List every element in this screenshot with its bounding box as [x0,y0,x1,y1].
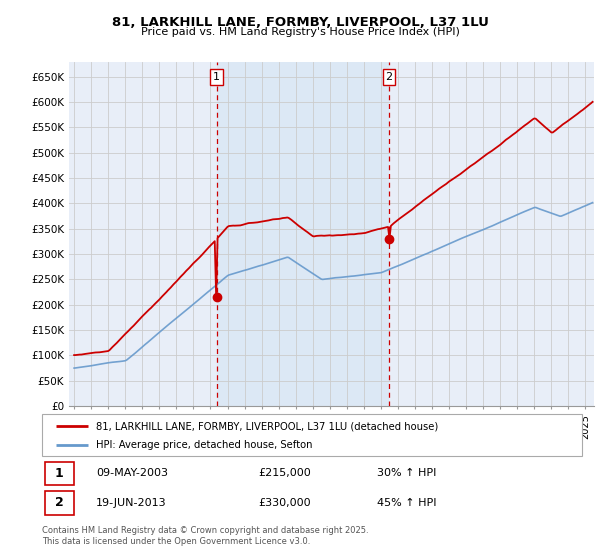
Text: £330,000: £330,000 [258,498,311,508]
FancyBboxPatch shape [45,492,74,515]
Text: 09-MAY-2003: 09-MAY-2003 [96,468,168,478]
Text: 2: 2 [385,72,392,82]
Text: 1: 1 [55,467,64,480]
Text: 45% ↑ HPI: 45% ↑ HPI [377,498,436,508]
Text: Price paid vs. HM Land Registry's House Price Index (HPI): Price paid vs. HM Land Registry's House … [140,27,460,37]
Text: 1: 1 [213,72,220,82]
Text: Contains HM Land Registry data © Crown copyright and database right 2025.
This d: Contains HM Land Registry data © Crown c… [42,526,368,546]
Text: HPI: Average price, detached house, Sefton: HPI: Average price, detached house, Seft… [96,441,313,450]
Text: 2: 2 [55,497,64,510]
Text: £215,000: £215,000 [258,468,311,478]
Text: 81, LARKHILL LANE, FORMBY, LIVERPOOL, L37 1LU: 81, LARKHILL LANE, FORMBY, LIVERPOOL, L3… [112,16,488,29]
FancyBboxPatch shape [45,462,74,485]
Text: 81, LARKHILL LANE, FORMBY, LIVERPOOL, L37 1LU (detached house): 81, LARKHILL LANE, FORMBY, LIVERPOOL, L3… [96,421,438,431]
Bar [217,62,389,406]
Text: 30% ↑ HPI: 30% ↑ HPI [377,468,436,478]
Text: 19-JUN-2013: 19-JUN-2013 [96,498,167,508]
